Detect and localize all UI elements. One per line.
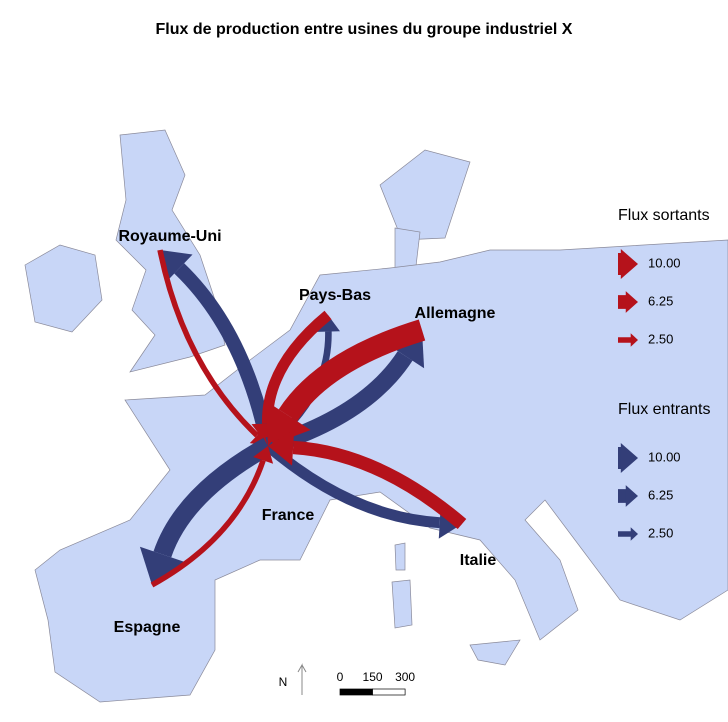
flow-sortant <box>150 446 274 588</box>
place-label: Espagne <box>114 619 181 636</box>
legend-shaft <box>618 337 635 343</box>
flow-shaft <box>292 440 467 530</box>
legend-label: 6.25 <box>648 293 673 308</box>
title: Flux de production entre usines du group… <box>156 21 573 38</box>
north-arrow: N <box>279 663 307 695</box>
legend-title: Flux entrants <box>618 401 710 418</box>
flow-sortant <box>265 319 426 446</box>
legend-shaft <box>618 295 630 309</box>
legend-head <box>630 333 638 347</box>
flow-shaft <box>278 319 426 422</box>
legend-symbol <box>618 249 638 279</box>
legend-shaft <box>618 531 635 537</box>
flow-shaft <box>157 249 259 438</box>
scale-bar: 0 150 300 <box>337 670 415 696</box>
legend-title: Flux sortants <box>618 207 710 224</box>
flow-shaft <box>153 437 273 558</box>
place-label: Royaume-Uni <box>118 228 221 245</box>
flow-head <box>253 446 274 464</box>
flow-entrant <box>139 437 273 585</box>
scale-segment <box>339 688 373 696</box>
legend-label: 2.50 <box>648 331 673 346</box>
legend-label: 10.00 <box>648 255 681 270</box>
legend-label: 10.00 <box>648 449 681 464</box>
legend-symbol <box>618 333 638 347</box>
place-label: Pays-Bas <box>299 287 371 304</box>
legend-symbol <box>618 485 638 507</box>
legend-head <box>630 527 638 541</box>
flows <box>139 249 467 588</box>
place-label: Allemagne <box>415 305 496 322</box>
legend: Flux sortants 10.00 6.25 2.50 Flux entrants 1… <box>618 207 710 541</box>
north-label: N <box>279 675 288 689</box>
legend-head <box>625 291 638 313</box>
legend-head <box>620 443 638 473</box>
place-label: Italie <box>460 552 497 569</box>
labels: Royaume-Uni Pays-Bas Allemagne France Italie… <box>114 228 497 636</box>
legend-shaft <box>618 489 630 503</box>
scale-label: 150 <box>363 670 383 684</box>
flow-head <box>316 315 340 332</box>
legend-symbol <box>618 527 638 541</box>
place-label: France <box>262 507 315 524</box>
legend-symbol <box>618 443 638 473</box>
flow-sortant <box>268 429 467 530</box>
scale-label: 300 <box>395 670 415 684</box>
scale-segment <box>372 688 406 696</box>
legend-symbol <box>618 291 638 313</box>
legend-label: 6.25 <box>648 487 673 502</box>
legend-head <box>620 249 638 279</box>
scale-label: 0 <box>337 670 344 684</box>
legend-label: 2.50 <box>648 525 673 540</box>
flow-head <box>139 546 185 585</box>
flow-head <box>265 400 311 446</box>
flow-shaft <box>174 263 276 448</box>
legend-head <box>625 485 638 507</box>
flow-shaft <box>150 459 266 588</box>
flow-head <box>268 429 295 466</box>
